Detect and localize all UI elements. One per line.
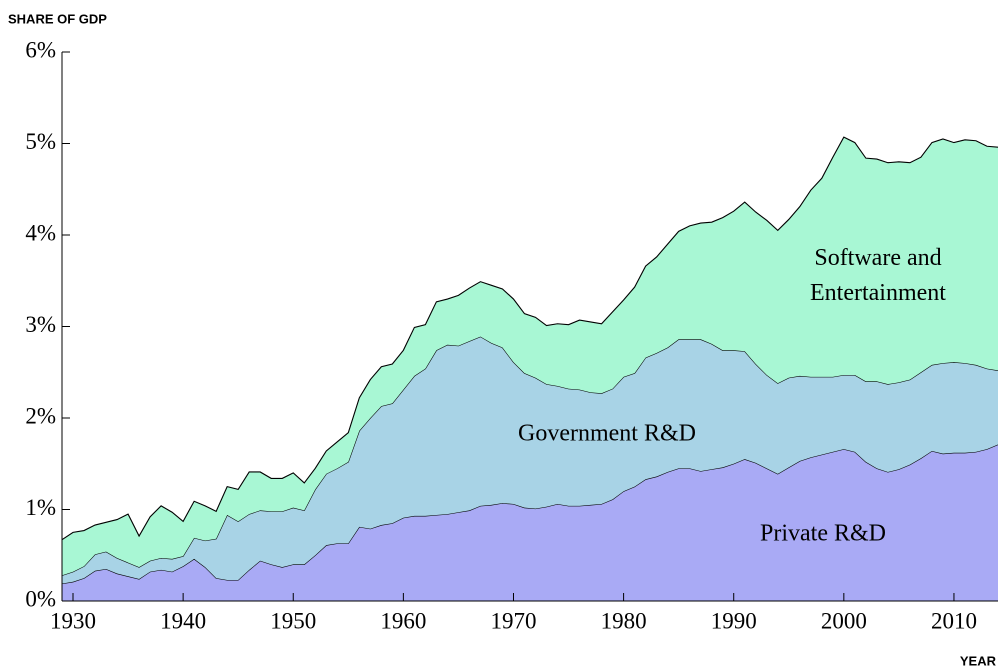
y-tick-label: 3% — [25, 312, 56, 337]
x-tick-label: 1990 — [711, 608, 757, 633]
y-tick-label: 1% — [25, 495, 56, 520]
x-tick-label: 2010 — [931, 608, 977, 633]
area — [62, 137, 998, 576]
y-axis-title: SHARE OF GDP — [8, 11, 107, 26]
y-tick-label: 5% — [25, 129, 56, 154]
x-tick-label: 1930 — [50, 608, 96, 633]
x-axis-title: YEAR — [960, 653, 997, 668]
area — [62, 444, 998, 601]
series-label: Government R&D — [518, 420, 696, 447]
series-label: Private R&D — [760, 520, 886, 547]
x-tick-label: 2000 — [821, 608, 867, 633]
x-tick-label: 1970 — [490, 608, 536, 633]
y-tick-label: 0% — [25, 586, 56, 611]
y-tick-label: 6% — [25, 37, 56, 62]
series-label: Software and Entertainment — [810, 245, 946, 306]
area-edge — [61, 136, 998, 541]
x-tick-label: 1980 — [601, 608, 647, 633]
area — [62, 336, 998, 584]
x-tick-label: 1940 — [160, 608, 206, 633]
y-tick-label: 4% — [25, 220, 56, 245]
x-tick-label: 1950 — [270, 608, 316, 633]
x-tick-label: 1960 — [380, 608, 426, 633]
y-tick-label: 2% — [25, 403, 56, 428]
